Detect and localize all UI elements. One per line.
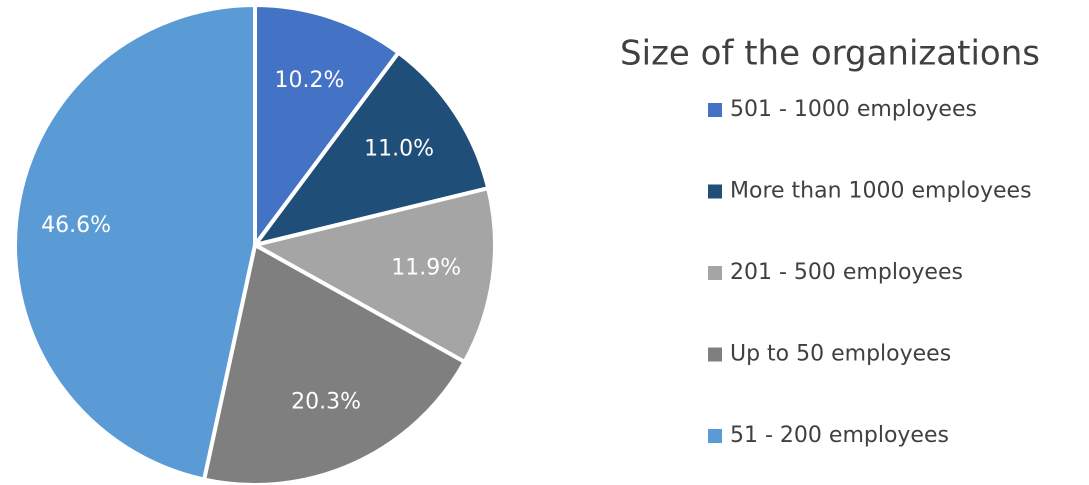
legend-swatch [708, 429, 722, 443]
data-label: 11.9% [391, 255, 461, 280]
legend-label: Up to 50 employees [730, 342, 951, 367]
legend-label: 51 - 200 employees [730, 423, 949, 448]
legend-swatch [708, 103, 722, 117]
legend-swatch [708, 266, 722, 280]
data-label: 20.3% [291, 389, 361, 414]
data-label: 10.2% [274, 68, 344, 93]
pie-slice [250, 49, 491, 249]
legend-swatch [708, 347, 722, 362]
pie-slice [249, 185, 497, 365]
legend-swatch [708, 184, 722, 199]
legend-label: 501 - 1000 employees [730, 97, 977, 122]
data-label: 46.6% [41, 213, 111, 238]
pie-slice [201, 241, 468, 485]
legend-label: 201 - 500 employees [730, 260, 963, 285]
legend-label: More than 1000 employees [730, 179, 1032, 204]
data-label: 11.0% [364, 137, 434, 162]
pie-slice [13, 2, 257, 482]
chart-title: Size of the organizations [620, 34, 1040, 74]
pie-slice [253, 2, 402, 252]
